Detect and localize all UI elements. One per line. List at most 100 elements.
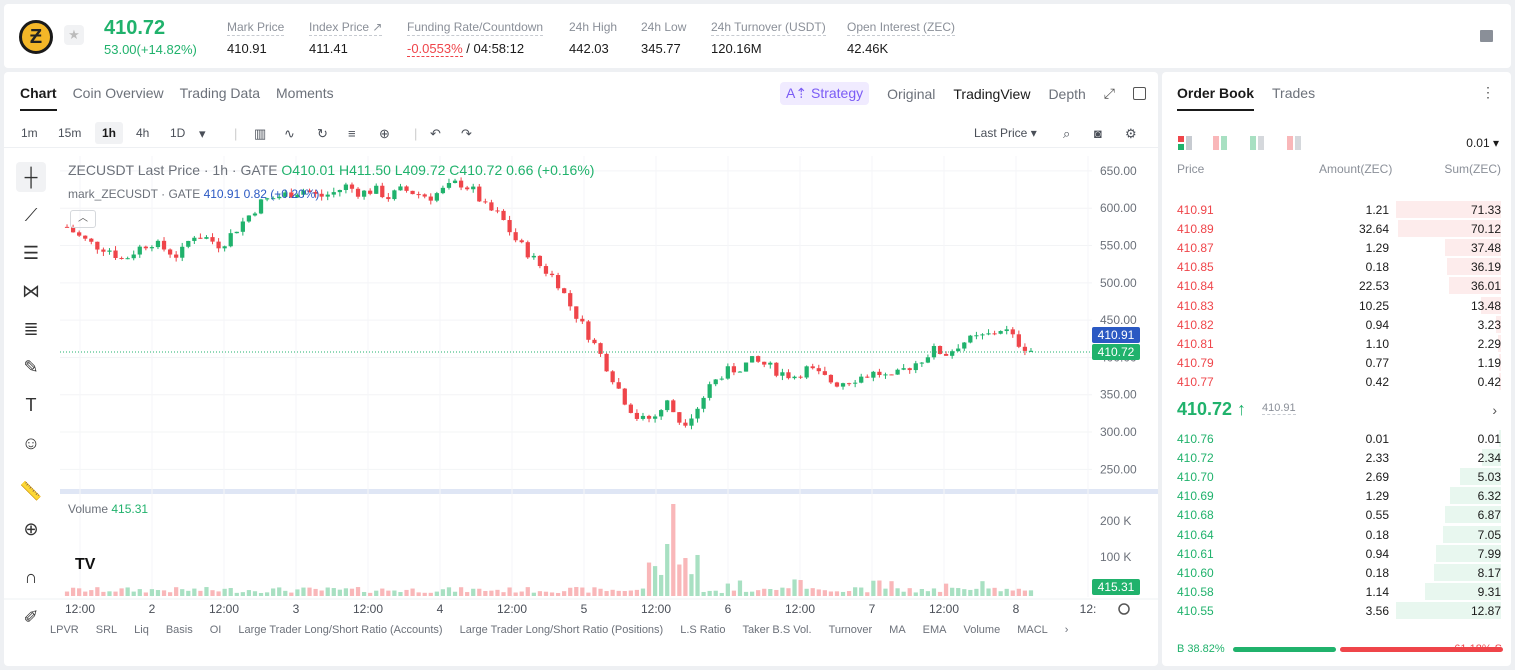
indicator-item[interactable]: EMA	[922, 624, 947, 636]
bid-row[interactable]: 410.58 1.14 9.31	[1162, 582, 1511, 601]
candle-body	[440, 187, 446, 194]
price-type-select[interactable]: Last Price ▾	[974, 126, 1037, 140]
bid-row[interactable]: 410.68 0.55 6.87	[1162, 505, 1511, 524]
indicator-item[interactable]: Volume	[963, 624, 1001, 636]
scale-settings-icon[interactable]	[1118, 603, 1130, 615]
trendline-icon[interactable]: ⟋	[24, 204, 38, 225]
indicator-item[interactable]: Liq	[134, 624, 149, 636]
collapse-legend-button[interactable]: ︿	[70, 210, 96, 228]
ask-row[interactable]: 410.82 0.94 3.23	[1162, 315, 1511, 334]
indicator-item[interactable]: Large Trader Long/Short Ratio (Positions…	[459, 624, 664, 636]
tf-4h[interactable]: 4h	[136, 126, 150, 140]
bid-row[interactable]: 410.70 2.69 5.03	[1162, 467, 1511, 486]
candle-body	[234, 231, 239, 234]
redo-icon[interactable]: ↷	[461, 126, 472, 141]
bid-row[interactable]: 410.60 0.18 8.17	[1162, 563, 1511, 582]
ask-row[interactable]: 410.91 1.21 71.33	[1162, 200, 1511, 219]
zoom-in-icon[interactable]: ⊕	[23, 518, 39, 539]
ask-row[interactable]: 410.85 0.18 36.19	[1162, 257, 1511, 276]
indicator-item[interactable]: LPVR	[50, 624, 79, 636]
tf-1d[interactable]: 1D	[170, 126, 186, 140]
ask-row[interactable]: 410.87 1.29 37.48	[1162, 238, 1511, 257]
indicator-item[interactable]: Large Trader Long/Short Ratio (Accounts)	[238, 624, 443, 636]
indicator-item[interactable]: OI	[209, 624, 222, 636]
indicator-item[interactable]: L.S Ratio	[680, 624, 726, 636]
layout-both-icon[interactable]	[1177, 135, 1193, 151]
bid-row[interactable]: 410.64 0.18 7.05	[1162, 525, 1511, 544]
chevron-right-icon[interactable]: ›	[1064, 624, 1069, 636]
indicator-item[interactable]: Turnover	[828, 624, 873, 636]
ask-row[interactable]: 410.81 1.10 2.29	[1162, 334, 1511, 353]
strategy-button[interactable]: A⇡ Strategy	[780, 82, 870, 105]
layout-split-icon[interactable]	[1212, 135, 1228, 151]
volume-bar	[562, 591, 567, 596]
tab-moments[interactable]: Moments	[276, 85, 334, 101]
stat-mark-price[interactable]: Mark Price 410.91	[227, 20, 285, 56]
bid-row[interactable]: 410.61 0.94 7.99	[1162, 544, 1511, 563]
view-original[interactable]: Original	[887, 85, 936, 102]
bid-depth-bar	[1499, 430, 1501, 447]
precision-select[interactable]: 0.01 ▾	[1466, 136, 1499, 150]
tab-coin-overview[interactable]: Coin Overview	[72, 85, 164, 101]
refresh-icon[interactable]: ↻	[317, 126, 328, 141]
tab-chart[interactable]: Chart	[20, 85, 57, 111]
bid-row[interactable]: 410.55 3.56 12.87	[1162, 601, 1511, 620]
tab-trading-data[interactable]: Trading Data	[179, 85, 261, 101]
camera-icon[interactable]: ◙	[1094, 126, 1102, 141]
text-tool-icon[interactable]: T	[25, 394, 37, 415]
ask-row[interactable]: 410.84 22.53 36.01	[1162, 276, 1511, 295]
candle-body	[598, 343, 603, 354]
view-depth[interactable]: Depth	[1048, 85, 1086, 102]
layout-asks-icon[interactable]	[1286, 135, 1302, 151]
indicator-item[interactable]: MACL	[1017, 624, 1048, 636]
layout-bids-icon[interactable]	[1249, 135, 1265, 151]
view-tradingview[interactable]: TradingView	[953, 85, 1031, 102]
expand-icon[interactable]: ⤢	[1103, 85, 1115, 101]
price-chart[interactable]: 650.00600.00550.00500.00450.00400.00350.…	[4, 72, 1158, 666]
indicator-item[interactable]: Taker B.S Vol.	[742, 624, 812, 636]
ask-row[interactable]: 410.83 10.25 13.48	[1162, 296, 1511, 315]
tradingview-logo[interactable]: TV	[75, 556, 96, 573]
tf-15m[interactable]: 15m	[58, 126, 82, 140]
indicator-item[interactable]: MA	[889, 624, 906, 636]
time-tick-label: 8	[1013, 602, 1020, 616]
gear-icon[interactable]: ⚙	[1125, 126, 1137, 141]
tab-order-book[interactable]: Order Book	[1177, 85, 1255, 111]
horizontal-lines-icon[interactable]: ☰	[22, 242, 40, 263]
ask-row[interactable]: 410.77 0.42 0.42	[1162, 372, 1511, 391]
bid-row[interactable]: 410.76 0.01 0.01	[1162, 429, 1511, 448]
stat-index-price[interactable]: Index Price ↗ 411.41	[309, 20, 383, 56]
bid-row[interactable]: 410.69 1.29 6.32	[1162, 486, 1511, 505]
more-icon[interactable]: ⋮	[1481, 84, 1495, 100]
ask-row[interactable]: 410.79 0.77 1.19	[1162, 353, 1511, 372]
candle-type-icon[interactable]: ▥	[254, 126, 267, 141]
book-icon[interactable]	[1480, 30, 1493, 42]
candle-body	[937, 345, 943, 354]
pattern-icon[interactable]: ⋈	[22, 280, 40, 301]
undo-icon[interactable]: ↶	[430, 126, 441, 141]
indicator-item[interactable]: Basis	[165, 624, 193, 636]
crosshair-icon[interactable]: ┼	[16, 162, 46, 192]
fib-icon[interactable]: ≣	[23, 318, 39, 339]
magnet-icon[interactable]: ∩	[24, 566, 38, 587]
window-icon[interactable]	[1133, 87, 1146, 100]
tf-1m[interactable]: 1m	[21, 126, 38, 140]
settings-list-icon[interactable]: ≡	[348, 126, 356, 141]
pencil-lock-icon[interactable]: ✐	[23, 606, 39, 627]
bid-row[interactable]: 410.72 2.33 2.34	[1162, 448, 1511, 467]
emoji-icon[interactable]: ☺	[21, 432, 41, 453]
favorite-star-icon[interactable]: ★	[64, 25, 84, 45]
stat-funding-rate[interactable]: Funding Rate/Countdown -0.0553% / 04:58:…	[407, 20, 544, 57]
chevron-right-icon[interactable]: ›	[1492, 402, 1497, 418]
tab-trades[interactable]: Trades	[1272, 85, 1316, 101]
ask-row[interactable]: 410.89 32.64 70.12	[1162, 219, 1511, 238]
tf-1h[interactable]: 1h	[95, 122, 124, 144]
dropdown-caret-icon[interactable]: ▾	[199, 126, 206, 141]
search-icon[interactable]: ⌕	[1063, 126, 1071, 141]
candle-body	[604, 353, 609, 372]
brush-icon[interactable]: ✎	[23, 356, 39, 377]
indicator-item[interactable]: SRL	[95, 624, 118, 636]
ruler-icon[interactable]: 📏	[19, 480, 43, 501]
add-indicator-icon[interactable]: ⊕	[379, 126, 390, 141]
indicator-icon[interactable]: ∿	[284, 126, 295, 141]
